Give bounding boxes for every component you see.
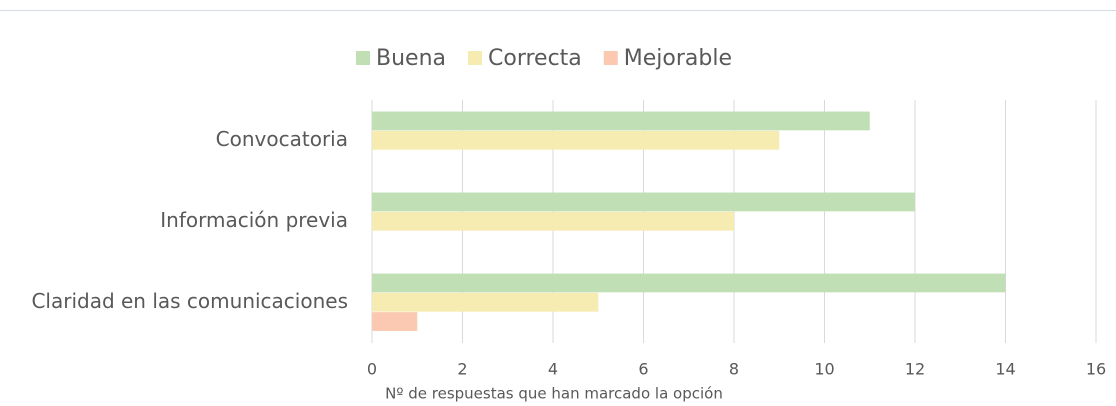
x-tick-label: 8 xyxy=(729,360,739,379)
x-tick-label: 4 xyxy=(548,360,558,379)
y-tick-label: Información previa xyxy=(160,208,348,232)
legend-label: Buena xyxy=(376,46,446,71)
x-tick-label: 12 xyxy=(905,360,925,379)
bar xyxy=(372,292,599,312)
x-tick-label: 6 xyxy=(638,360,648,379)
labels: 0 2 4 6 8 10 12 14 16 Convocatoria Información pre… xyxy=(31,46,1106,379)
bar xyxy=(372,130,780,150)
bars xyxy=(372,111,1006,331)
bar xyxy=(372,192,915,212)
x-tick-label: 16 xyxy=(1086,360,1106,379)
bar xyxy=(372,211,734,231)
legend-swatch xyxy=(603,51,618,65)
legend-label: Mejorable xyxy=(624,46,732,71)
y-tick-label: Claridad en las comunicaciones xyxy=(31,289,348,313)
x-tick-label: 14 xyxy=(995,360,1015,379)
bar xyxy=(372,312,418,331)
x-tick-label: 0 xyxy=(367,360,377,379)
x-axis-title: Nº de respuestas que han marcado la opci… xyxy=(385,385,723,403)
y-tick-label: Convocatoria xyxy=(216,127,348,151)
legend-label: Correcta xyxy=(488,46,582,71)
legend-swatch xyxy=(356,51,370,65)
x-tick-label: 10 xyxy=(814,360,834,379)
x-tick-label: 2 xyxy=(457,360,467,379)
bar xyxy=(372,111,870,131)
bar xyxy=(372,273,1006,293)
legend-swatch xyxy=(468,51,482,65)
